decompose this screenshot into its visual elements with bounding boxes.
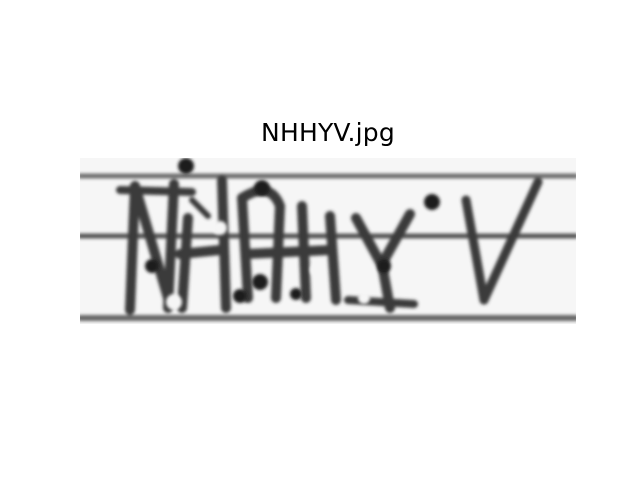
noise-blotch (195, 293, 209, 307)
noise-blotch (213, 221, 227, 235)
captcha-image (80, 158, 576, 324)
captcha-glyph-2 (175, 175, 231, 313)
noise-dot (252, 274, 268, 290)
noise-dot (233, 289, 247, 303)
figure-title: NHHYV.jpg (261, 118, 395, 147)
noise-dot (254, 180, 270, 196)
noise-dot (178, 158, 194, 174)
noise-blotch (310, 264, 322, 276)
noise-dot (290, 288, 302, 300)
noise-blotch (358, 292, 370, 304)
captcha-drawing (80, 158, 576, 324)
noise-dot (377, 259, 391, 273)
captcha-glyph-5 (461, 177, 543, 305)
noise-dot (145, 259, 159, 273)
noise-dot (424, 194, 440, 210)
noise-blotch (166, 294, 182, 310)
captcha-glyph-1 (116, 179, 196, 315)
